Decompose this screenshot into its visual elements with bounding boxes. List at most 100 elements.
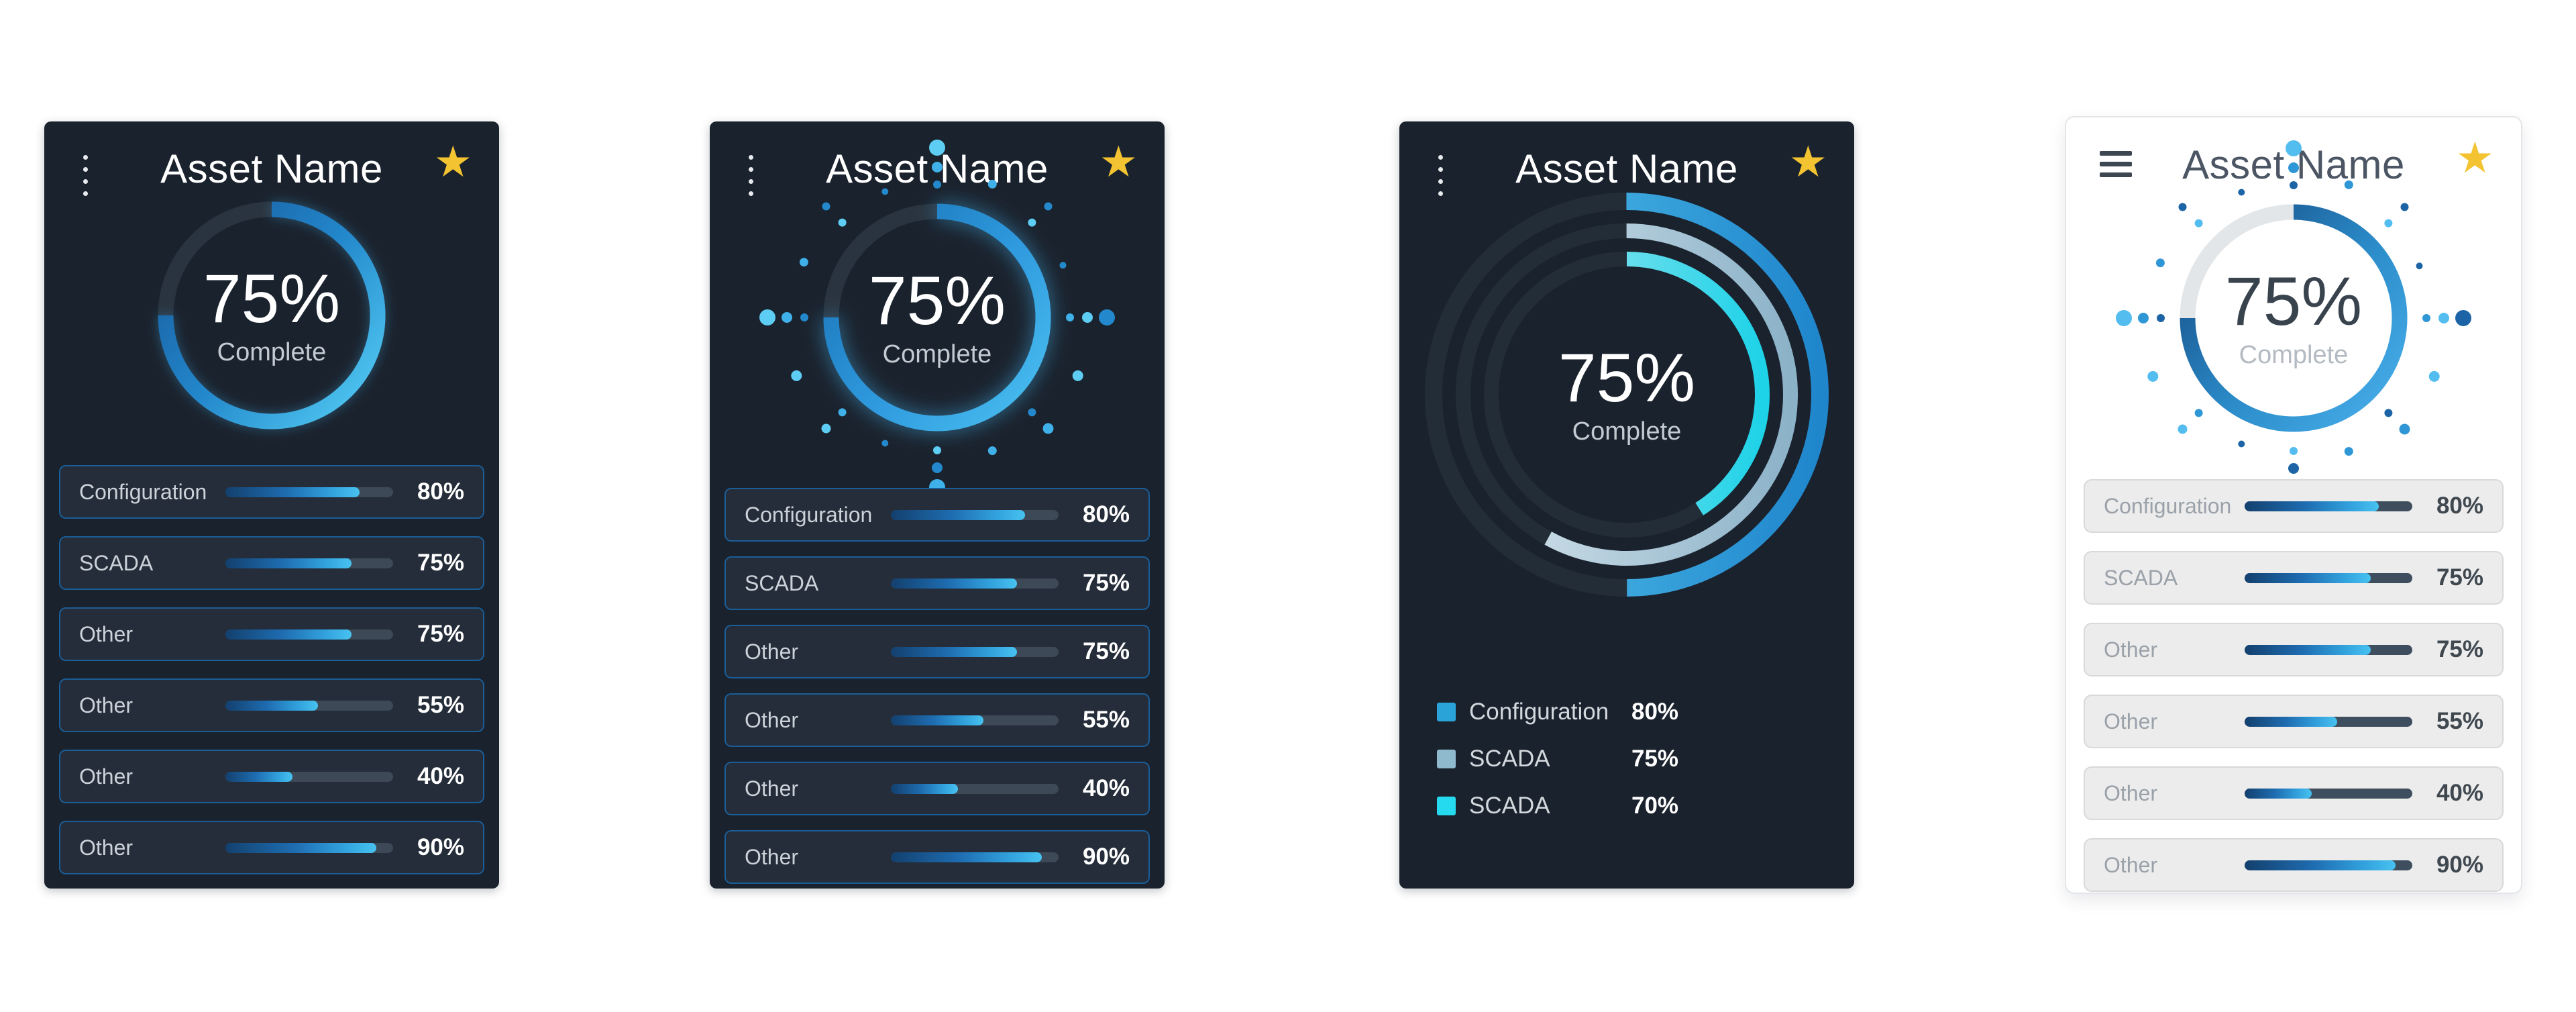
metric-label: SCADA bbox=[745, 570, 819, 595]
metric-rows: Configuration 80% SCADA 75% Other 75% Ot… bbox=[2084, 479, 2504, 892]
metric-label: Other bbox=[2104, 852, 2158, 877]
metric-percent: 75% bbox=[417, 621, 464, 647]
metric-percent: 80% bbox=[417, 478, 464, 505]
kebab-menu-icon[interactable] bbox=[79, 151, 92, 200]
metric-row: Other 90% bbox=[59, 821, 484, 874]
legend-item: SCADA 70% bbox=[1437, 793, 1678, 819]
progress-bar-fill bbox=[225, 487, 360, 497]
metric-row: Other 40% bbox=[724, 762, 1150, 815]
progress-bar bbox=[225, 558, 393, 568]
radial-dots-decoration bbox=[759, 140, 1115, 495]
metric-percent: 90% bbox=[1082, 844, 1130, 870]
hamburger-menu-icon[interactable] bbox=[2097, 148, 2135, 180]
legend-label: Configuration bbox=[1469, 699, 1609, 725]
legend-item: SCADA 75% bbox=[1437, 746, 1678, 772]
progress-bar bbox=[225, 842, 393, 853]
metric-row: SCADA 75% bbox=[2084, 551, 2504, 605]
metric-rows: Configuration 80% SCADA 75% Other 75% Ot… bbox=[59, 465, 484, 874]
metric-percent: 75% bbox=[2436, 636, 2483, 662]
metric-percent: 80% bbox=[1082, 501, 1130, 527]
legend-swatch bbox=[1437, 797, 1456, 815]
metric-row: Other 75% bbox=[724, 625, 1150, 678]
multi-ring-gauge: 75% Complete bbox=[1412, 180, 1841, 609]
metric-row: SCADA 75% bbox=[724, 556, 1150, 610]
metric-percent: 90% bbox=[2436, 852, 2483, 878]
progress-bar bbox=[891, 509, 1059, 520]
progress-bar bbox=[891, 646, 1059, 657]
metric-row: SCADA 75% bbox=[59, 536, 484, 590]
progress-ring-gauge: 75% Complete bbox=[749, 130, 1125, 505]
progress-bar bbox=[2245, 716, 2412, 727]
progress-bar bbox=[225, 487, 393, 497]
progress-bar bbox=[2245, 860, 2412, 870]
metric-label: SCADA bbox=[2104, 565, 2178, 590]
metric-row: Configuration 80% bbox=[2084, 479, 2504, 533]
legend-percent: 80% bbox=[1631, 699, 1679, 725]
progress-bar-fill bbox=[2245, 572, 2371, 583]
kebab-menu-icon[interactable] bbox=[1434, 151, 1447, 200]
metric-row: Other 75% bbox=[59, 607, 484, 661]
metric-row: Configuration 80% bbox=[59, 465, 484, 519]
asset-card-2: Asset Name 75% Complete Configurat bbox=[710, 121, 1165, 889]
metric-row: Other 40% bbox=[59, 750, 484, 803]
metric-rows: Configuration 80% SCADA 75% Other 75% Ot… bbox=[724, 488, 1150, 884]
metric-label: SCADA bbox=[79, 550, 154, 575]
metric-row: Other 90% bbox=[724, 830, 1150, 884]
asset-card-4: Asset Name 75% Complete Configurat bbox=[2065, 116, 2522, 894]
metric-label: Other bbox=[79, 835, 133, 860]
metric-percent: 75% bbox=[417, 550, 464, 576]
metric-row: Other 55% bbox=[59, 678, 484, 732]
metric-percent: 40% bbox=[2436, 780, 2483, 806]
progress-bar bbox=[891, 578, 1059, 589]
star-icon[interactable] bbox=[1789, 140, 1827, 183]
metric-label: Other bbox=[745, 776, 799, 801]
metric-label: Other bbox=[745, 639, 799, 664]
radial-dots-decoration bbox=[2116, 140, 2471, 496]
progress-ring-gauge: 75% Complete bbox=[2106, 130, 2481, 506]
metric-label: Other bbox=[79, 621, 133, 646]
progress-bar bbox=[225, 771, 393, 782]
progress-ring-gauge: 75% Complete bbox=[84, 128, 460, 503]
metric-label: Other bbox=[745, 707, 799, 732]
asset-card-1: Asset Name 75% Complete Configuration bbox=[44, 121, 499, 889]
metric-percent: 55% bbox=[2436, 708, 2483, 734]
card-title: Asset Name bbox=[160, 146, 383, 191]
legend-swatch bbox=[1437, 750, 1456, 768]
metric-label: Other bbox=[79, 764, 133, 789]
progress-bar-fill bbox=[891, 715, 983, 725]
metric-row: Other 75% bbox=[2084, 623, 2504, 676]
kebab-menu-icon[interactable] bbox=[745, 151, 757, 200]
progress-bar-fill bbox=[225, 700, 318, 711]
metric-label: Configuration bbox=[79, 479, 207, 504]
legend-label: SCADA bbox=[1469, 746, 1550, 772]
card-title: Asset Name bbox=[1515, 146, 1738, 191]
metric-percent: 75% bbox=[1082, 638, 1130, 664]
progress-bar bbox=[225, 700, 393, 711]
metric-row: Other 55% bbox=[2084, 695, 2504, 748]
progress-bar bbox=[2245, 644, 2412, 655]
metric-label: Other bbox=[2104, 709, 2158, 733]
metric-percent: 55% bbox=[417, 692, 464, 718]
progress-bar-fill bbox=[2245, 788, 2312, 799]
progress-bar-fill bbox=[891, 783, 958, 794]
progress-bar-fill bbox=[891, 578, 1017, 589]
metric-percent: 80% bbox=[2436, 493, 2483, 519]
metric-percent: 75% bbox=[1082, 570, 1130, 596]
progress-bar-fill bbox=[2245, 860, 2396, 870]
progress-bar-fill bbox=[225, 629, 352, 640]
metric-row: Configuration 80% bbox=[724, 488, 1150, 542]
metric-label: Configuration bbox=[745, 502, 873, 527]
metric-percent: 40% bbox=[417, 763, 464, 789]
progress-bar-fill bbox=[891, 852, 1042, 862]
progress-bar-fill bbox=[225, 842, 376, 853]
metric-label: Other bbox=[79, 693, 133, 717]
progress-bar-fill bbox=[2245, 716, 2337, 727]
progress-bar-fill bbox=[891, 509, 1025, 520]
metric-label: Other bbox=[2104, 780, 2158, 805]
asset-card-3: Asset Name bbox=[1399, 121, 1854, 889]
metric-label: Other bbox=[2104, 637, 2158, 662]
card-header: Asset Name bbox=[1399, 121, 1854, 209]
progress-bar-fill bbox=[2245, 644, 2371, 655]
progress-bar bbox=[891, 852, 1059, 862]
